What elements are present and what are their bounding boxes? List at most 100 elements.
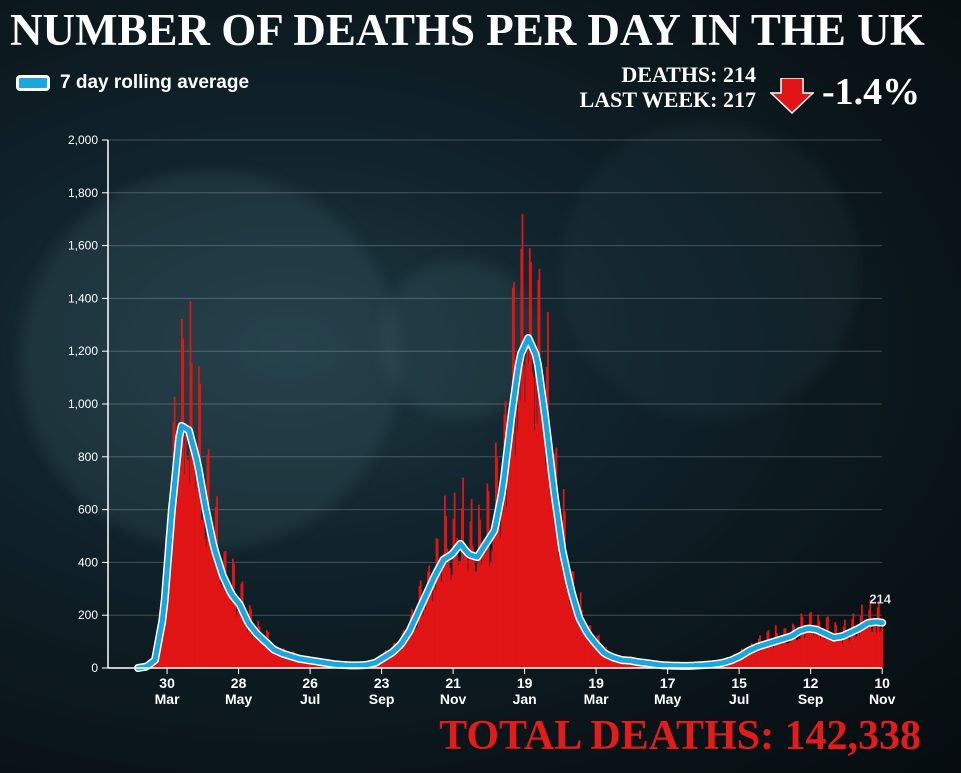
daily-death-bar (251, 636, 254, 668)
daily-death-bar (863, 624, 866, 668)
daily-death-bar (830, 638, 833, 668)
daily-death-bar (875, 633, 878, 668)
daily-death-bar (188, 483, 191, 668)
daily-death-bar (820, 632, 823, 668)
daily-death-bar (524, 402, 526, 668)
daily-death-bar (257, 621, 260, 668)
daily-death-bar (410, 615, 412, 668)
daily-death-bar (588, 625, 591, 668)
daily-death-bar (553, 475, 555, 668)
daily-death-bar (619, 661, 622, 668)
daily-death-bar (269, 644, 272, 668)
daily-death-bar (253, 634, 256, 668)
daily-death-bar (828, 639, 831, 668)
daily-death-bar (293, 659, 296, 668)
daily-death-bar (425, 602, 428, 668)
daily-death-bar (754, 646, 757, 668)
daily-death-bar (411, 609, 414, 668)
daily-death-bar (491, 550, 494, 668)
daily-death-bar (788, 642, 791, 668)
daily-death-bar (782, 642, 784, 668)
legend-label: 7 day rolling average (60, 72, 250, 93)
daily-death-bar (487, 490, 490, 668)
daily-death-bar (562, 488, 565, 668)
daily-death-bar (193, 467, 195, 668)
deaths-last-week: LAST WEEK: 217 (579, 87, 756, 112)
daily-death-bar (387, 658, 389, 668)
daily-death-bar (202, 511, 205, 668)
daily-death-bar (431, 601, 434, 668)
daily-death-bar (474, 571, 477, 668)
daily-death-bar (450, 580, 452, 668)
daily-death-bar (550, 465, 553, 668)
daily-death-bar (764, 648, 766, 668)
daily-death-bar (162, 627, 165, 668)
daily-death-bar (846, 630, 849, 668)
daily-death-bar (590, 644, 593, 668)
daily-death-bar (768, 642, 771, 668)
daily-death-bar (485, 552, 488, 668)
daily-death-bar (833, 635, 835, 668)
daily-death-bar (864, 628, 867, 668)
daily-death-bar (233, 563, 235, 668)
daily-death-bar (406, 642, 409, 668)
daily-death-bar (542, 376, 545, 668)
daily-death-bar (166, 590, 169, 668)
legend-swatch (16, 75, 50, 91)
daily-death-bar (245, 613, 248, 668)
daily-death-bar (548, 426, 551, 668)
daily-death-bar (263, 647, 266, 668)
daily-death-bar (876, 607, 879, 668)
daily-death-bar (270, 650, 273, 668)
daily-death-bar (745, 654, 748, 668)
daily-death-bar (504, 401, 507, 668)
daily-death-bar (224, 550, 227, 668)
daily-death-bar (793, 625, 795, 668)
daily-death-bar (430, 579, 433, 668)
daily-death-bar (473, 560, 475, 668)
daily-death-bar (189, 301, 192, 668)
daily-death-bar (223, 551, 226, 668)
daily-death-bar (442, 553, 445, 668)
daily-death-bar (457, 565, 460, 668)
daily-death-bar (222, 574, 225, 668)
daily-death-bar (463, 552, 466, 668)
daily-death-bar (836, 635, 839, 668)
daily-death-bar (486, 483, 489, 668)
daily-death-bar (825, 617, 828, 668)
daily-death-bar (873, 620, 875, 668)
daily-death-bar (417, 612, 420, 668)
daily-death-bar (434, 589, 437, 668)
daily-death-bar (494, 442, 497, 668)
daily-death-bar (254, 630, 257, 668)
daily-death-bar (470, 499, 473, 668)
daily-death-bar (557, 556, 560, 668)
daily-death-bar (407, 639, 410, 668)
x-tick-month: Jul (300, 691, 320, 707)
y-tick-label: 2,000 (68, 133, 98, 147)
daily-death-bar (784, 628, 787, 668)
y-tick-label: 1,000 (68, 397, 98, 411)
daily-death-bar (268, 645, 271, 668)
daily-death-bar (493, 528, 496, 668)
daily-death-bar (847, 638, 850, 668)
daily-death-bar (579, 592, 582, 668)
daily-death-bar (510, 408, 513, 668)
daily-death-bar (285, 656, 288, 668)
daily-death-bar (574, 615, 577, 668)
daily-death-bar (503, 414, 506, 668)
daily-death-bar (427, 571, 429, 668)
daily-death-bar (794, 634, 797, 668)
daily-death-bar (469, 521, 472, 668)
daily-death-bar (501, 483, 503, 668)
daily-death-bar (834, 622, 837, 668)
daily-death-bar (402, 629, 405, 668)
daily-death-bar (436, 538, 439, 668)
daily-death-bar (759, 635, 761, 668)
daily-death-bar (509, 405, 512, 668)
daily-death-bar (196, 484, 199, 668)
daily-death-bar (790, 638, 793, 668)
stats-block: DEATHS: 214 LAST WEEK: 217 (580, 62, 756, 112)
y-tick-label: 600 (78, 503, 98, 517)
daily-death-bar (582, 630, 585, 668)
